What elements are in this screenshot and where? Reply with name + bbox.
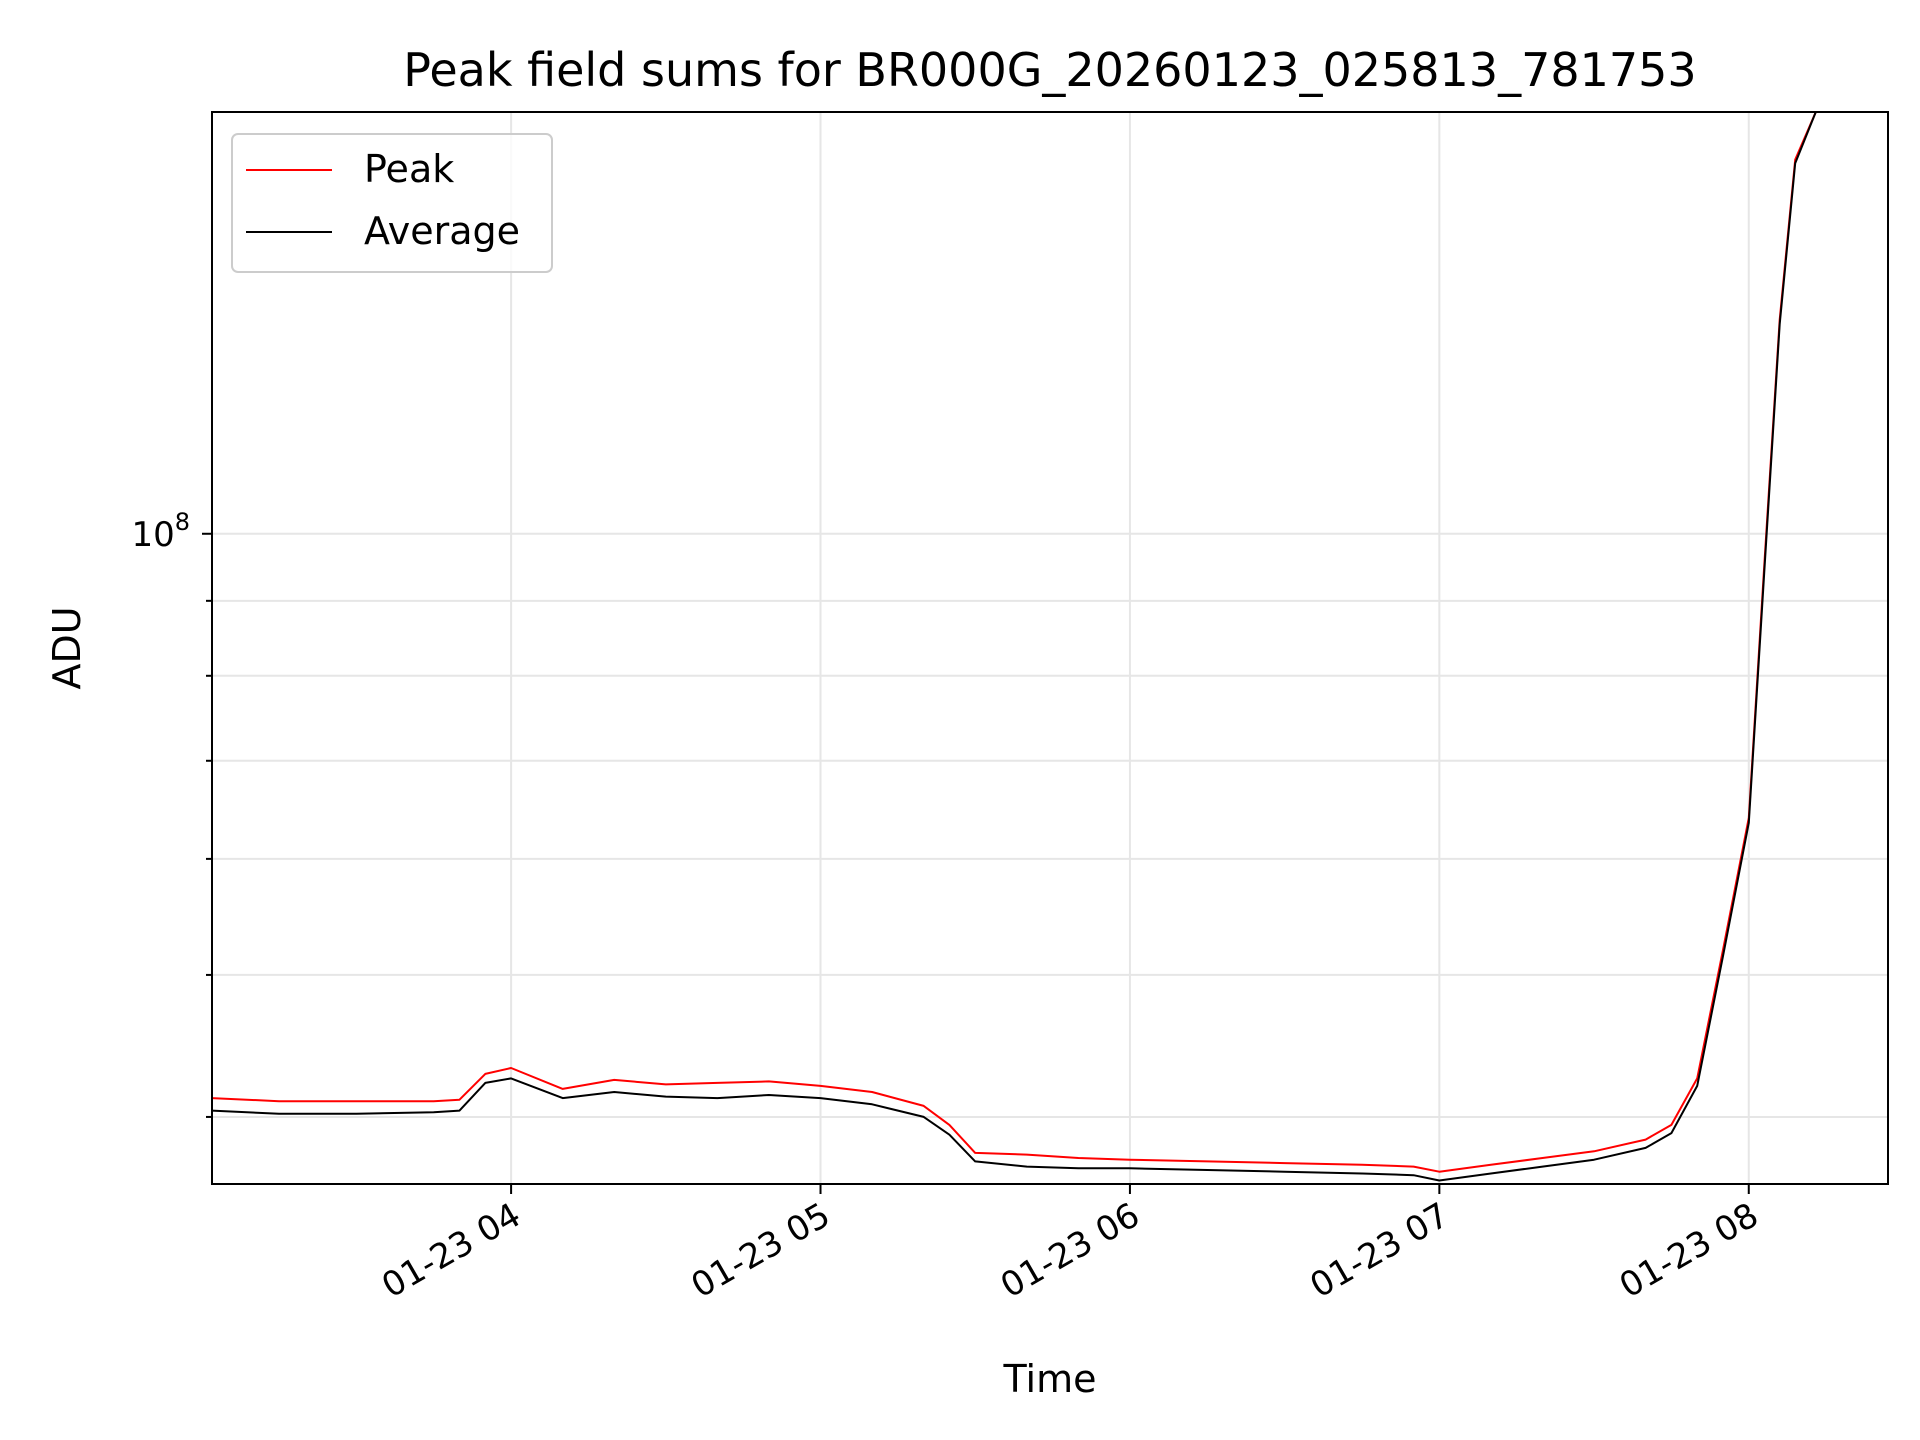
series-line-average <box>211 111 1817 1182</box>
legend: Peak Average <box>231 133 553 273</box>
legend-box <box>231 133 553 273</box>
series-lines <box>211 111 1817 1182</box>
y-tick-label: 108 <box>131 508 190 555</box>
y-axis-label: ADU <box>45 606 89 689</box>
legend-label-average: Average <box>364 209 520 253</box>
x-axis-label: Time <box>1003 1357 1097 1401</box>
series-line-peak <box>211 111 1817 1173</box>
plot-frame <box>211 111 1889 1185</box>
grid-lines <box>212 112 1888 1184</box>
chart-title: Peak field sums for BR000G_20260123_0258… <box>403 43 1696 97</box>
legend-label-peak: Peak <box>364 147 454 191</box>
